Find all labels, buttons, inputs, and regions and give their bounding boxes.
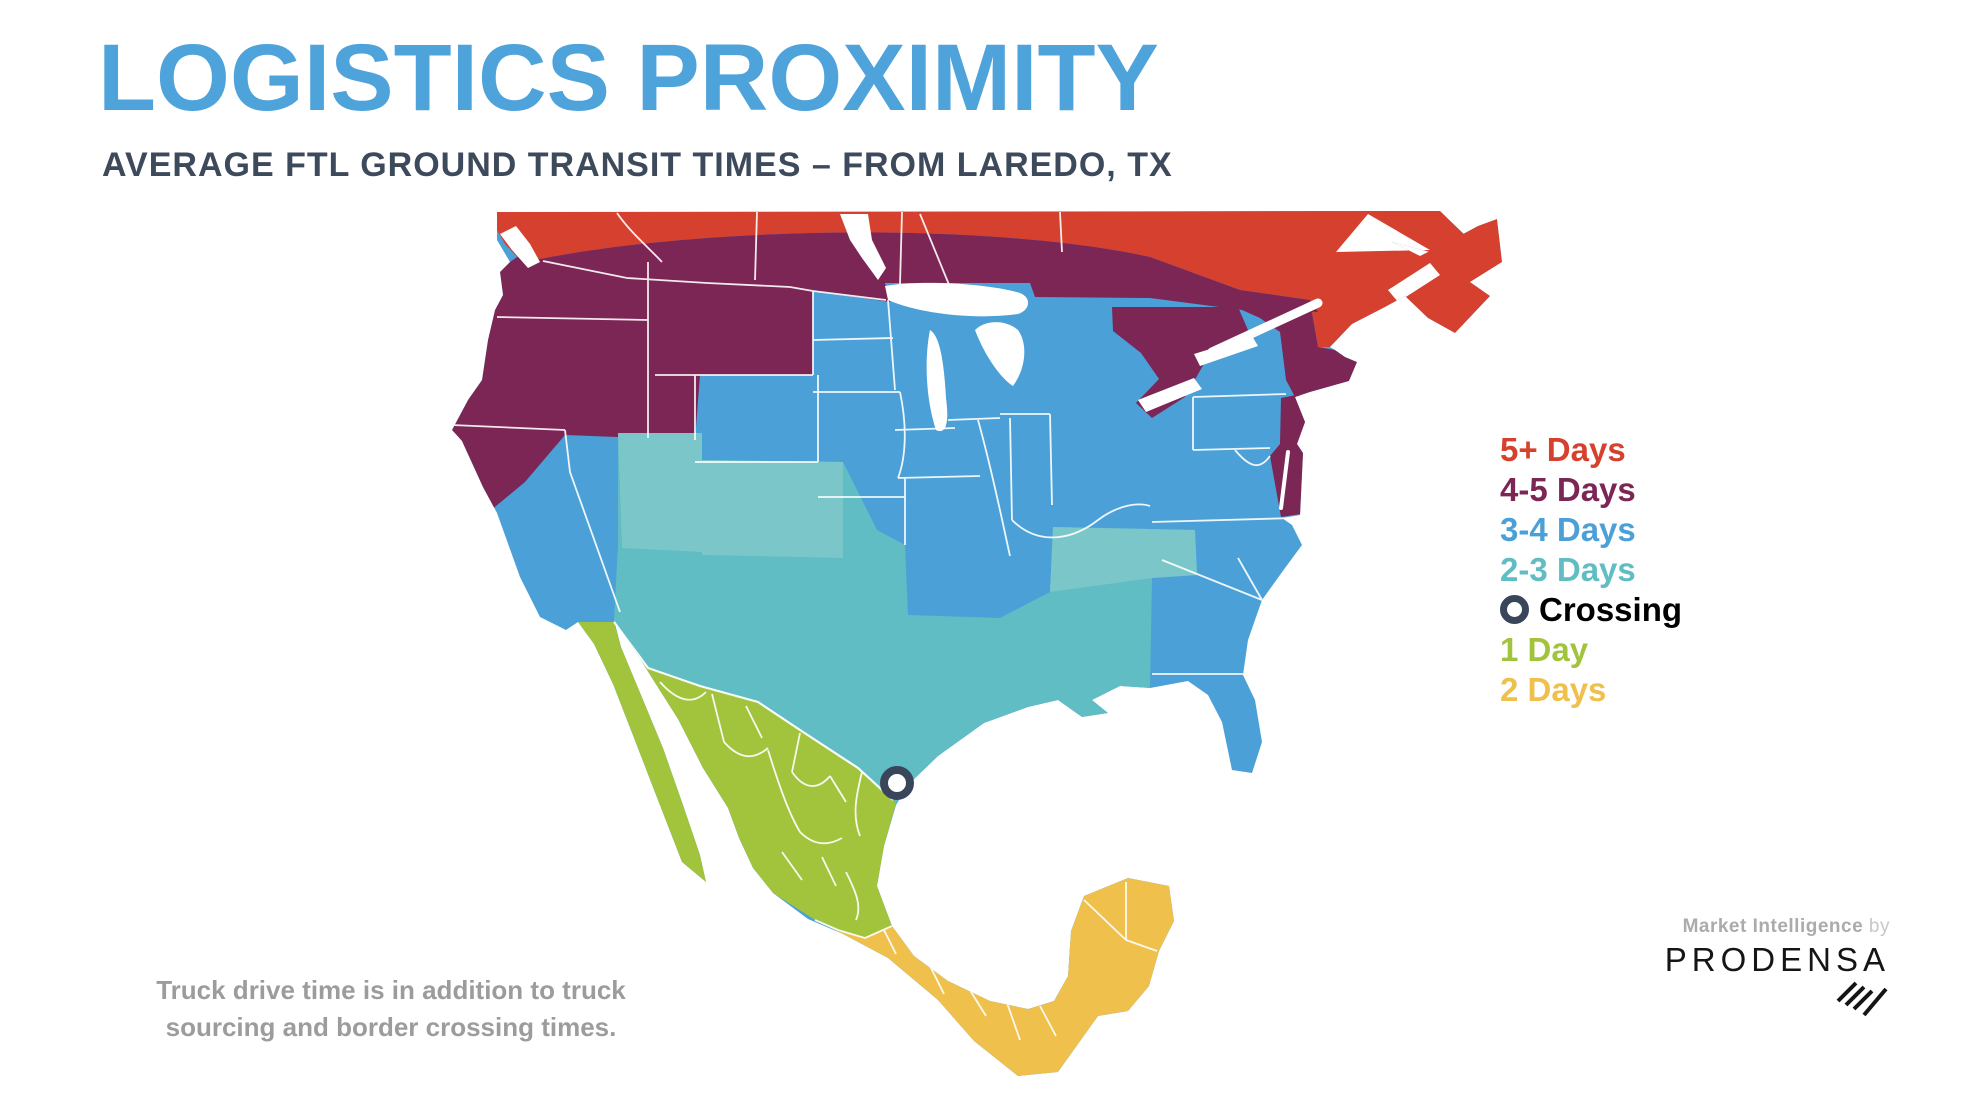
st-lawrence-river: [1207, 298, 1323, 357]
zone-4-5-days-ontario: [1112, 307, 1248, 418]
crossing-marker-laredo: [880, 766, 914, 800]
legend-item-crossing: Crossing: [1500, 590, 1682, 630]
prodensa-logo-icon: [1665, 981, 1890, 1022]
zone-1-day-baja: [578, 622, 706, 882]
branding-block: Market Intelligence by PRODENSA: [1665, 916, 1890, 1022]
legend-item-3-4-days: 3-4 Days: [1500, 511, 1636, 548]
footnote-line-2: sourcing and border crossing times.: [165, 1012, 617, 1042]
lake-superior: [885, 282, 1029, 317]
crossing-ring-icon: [1500, 595, 1529, 624]
zone-4-5-days-new-england: [1242, 291, 1357, 397]
state-borders-mexico: [659, 681, 1158, 1041]
strait-of-georgia: [500, 226, 540, 268]
us-mexico-border: [613, 621, 894, 801]
legend: 5+ Days 4-5 Days 3-4 Days 2-3 Days Cross…: [1500, 430, 1682, 710]
footnote-line-1: Truck drive time is in addition to truck: [156, 975, 626, 1005]
lake-erie: [1138, 378, 1202, 412]
zone-2-3-days-light-tennessee: [1050, 527, 1197, 592]
legend-item-2-days: 2 Days: [1500, 671, 1607, 708]
legend-item-2-3-days: 2-3 Days: [1500, 551, 1636, 588]
zone-2-3-days-light-utah: [618, 433, 702, 552]
lake-huron: [975, 322, 1025, 386]
state-borders-us-canada: [452, 211, 1296, 675]
zone-4-5-days-west: [452, 232, 1318, 540]
page-title: LOGISTICS PROXIMITY: [98, 25, 1159, 131]
legend-item-1-day: 1 Day: [1500, 631, 1589, 668]
legend-item-crossing-label: Crossing: [1539, 591, 1683, 628]
lake-michigan: [926, 330, 948, 432]
zone-5plus-days: [497, 211, 1502, 347]
page-subtitle: AVERAGE FTL GROUND TRANSIT TIMES – FROM …: [102, 146, 1173, 184]
branding-company-name: PRODENSA: [1664, 941, 1890, 978]
branding-credit-bold: Market Intelligence: [1682, 916, 1864, 937]
footnote: Truck drive time is in addition to truck…: [141, 972, 641, 1046]
bay-of-fundy: [1388, 263, 1440, 302]
lake-ontario: [1194, 336, 1258, 366]
branding-credit: Market Intelligence by: [1665, 916, 1890, 938]
lake-winnipeg: [840, 214, 886, 280]
chesapeake-bay: [1279, 450, 1290, 510]
branding-credit-by: by: [1868, 916, 1890, 937]
zone-2-days-mexico: [815, 878, 1174, 1076]
legend-item-4-5-days: 4-5 Days: [1500, 471, 1636, 508]
gulf-of-st-lawrence: [1336, 214, 1430, 252]
zone-2-3-days-light-colorado: [702, 460, 843, 558]
legend-item-5plus-days: 5+ Days: [1500, 431, 1626, 468]
